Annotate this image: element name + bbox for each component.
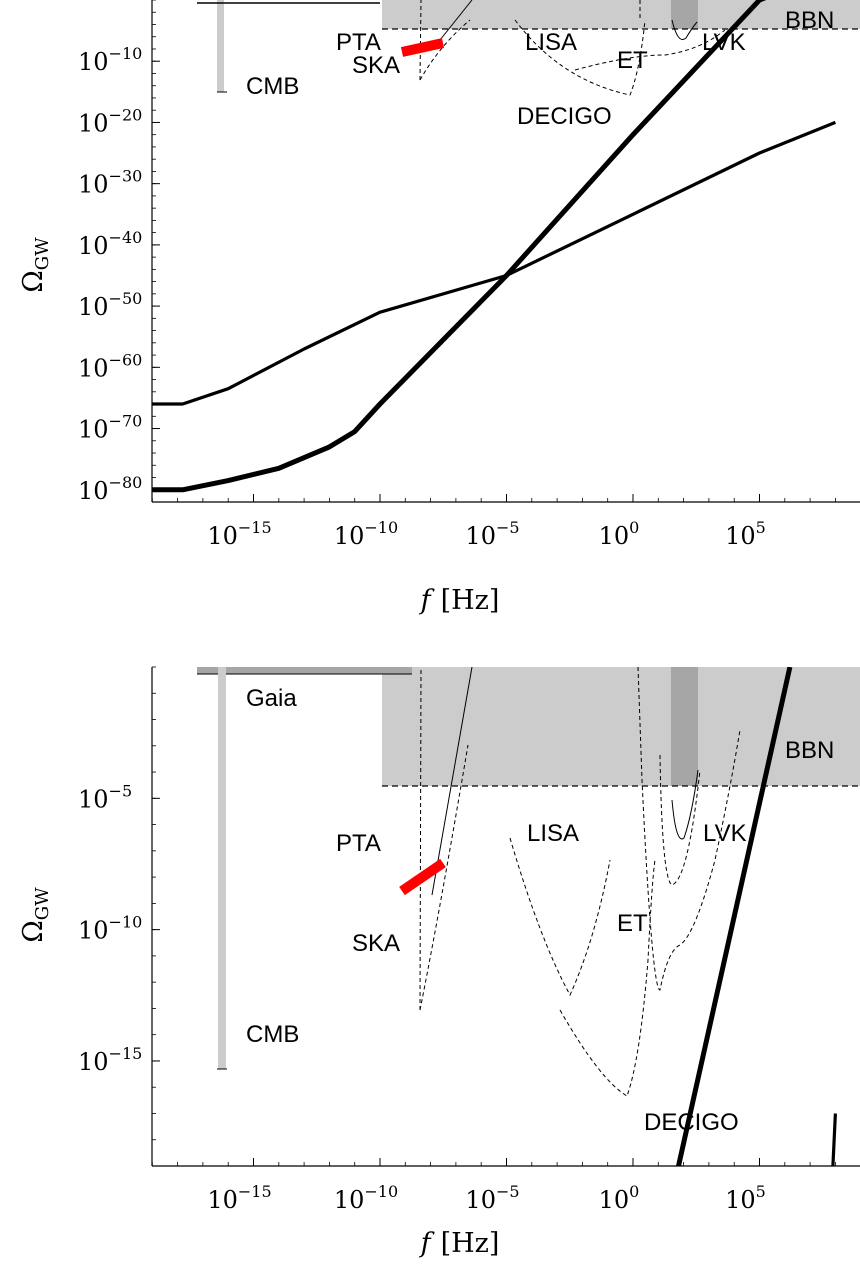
y-tick-label: 10−50 xyxy=(78,289,142,321)
nanograv-line xyxy=(431,667,473,896)
y-tick-label: 10−10 xyxy=(78,44,142,76)
top-x-axis-title: f [Hz] xyxy=(419,585,500,616)
label-lvk: LVK xyxy=(703,820,747,847)
x-tick-label: 10−5 xyxy=(465,518,519,550)
cmb-bar xyxy=(218,667,226,1069)
series-line-medium xyxy=(831,1113,837,1166)
x-tick-label: 105 xyxy=(725,518,766,550)
top-axes: 10−15 10−10 10−5 100 105 10−10 10−20 10−30 10−40… xyxy=(78,0,860,550)
y-tick-label: 10−40 xyxy=(78,228,142,260)
label-ska: SKA xyxy=(352,930,400,957)
label-lisa: LISA xyxy=(527,820,579,847)
label-gaia: Gaia xyxy=(246,685,297,712)
series-line-medium xyxy=(152,120,836,406)
x-tick-label: 10−15 xyxy=(207,1182,271,1214)
bbn-excluded-region xyxy=(382,0,860,29)
x-tick-label: 100 xyxy=(599,518,640,550)
lvk-dashed-curve xyxy=(659,754,701,886)
ska-curve xyxy=(419,744,469,1011)
et-curve xyxy=(637,667,741,991)
lvk-excluded-region xyxy=(671,0,698,29)
label-lvk: LVK xyxy=(702,29,746,56)
x-tick-label: 10−10 xyxy=(334,518,398,550)
bottom-y-axis-title: ΩGW xyxy=(18,887,53,943)
label-bbn: BBN xyxy=(785,7,834,34)
decigo-curve xyxy=(559,859,656,1097)
x-tick-label: 10−10 xyxy=(334,1182,398,1214)
y-tick-label: 10−15 xyxy=(78,1044,142,1076)
top-chart: 10−15 10−10 10−5 100 105 10−10 10−20 10−30 10−40… xyxy=(18,0,860,616)
lvk-curve xyxy=(671,769,699,840)
series-line-thick xyxy=(152,0,767,493)
bottom-axes: 10−15 10−10 10−5 100 105 10−5 10−10 10−15 xyxy=(78,666,860,1214)
label-cmb: CMB xyxy=(246,1021,299,1048)
pta-signal xyxy=(400,38,445,57)
label-ska: SKA xyxy=(352,52,400,79)
label-bbn: BBN xyxy=(785,737,834,764)
series-line-thick xyxy=(676,667,793,1166)
nanograv-line xyxy=(439,0,473,41)
lvk-excluded-region xyxy=(671,667,698,786)
cmb-bar xyxy=(217,0,224,92)
lvk-curve xyxy=(671,19,698,40)
x-tick-label: 10−15 xyxy=(207,518,271,550)
label-cmb: CMB xyxy=(246,73,299,100)
pta-curve xyxy=(419,0,422,81)
y-tick-label: 10−5 xyxy=(78,781,132,813)
x-tick-label: 10−5 xyxy=(465,1182,519,1214)
lisa-curve xyxy=(514,19,646,96)
top-plot-area xyxy=(152,0,860,493)
y-tick-label: 10−80 xyxy=(78,473,142,505)
et-curve xyxy=(574,29,726,71)
top-y-axis-title: ΩGW xyxy=(18,237,53,293)
x-tick-label: 100 xyxy=(599,1182,640,1214)
label-decigo: DECIGO xyxy=(644,1109,739,1136)
label-et: ET xyxy=(617,910,648,937)
label-pta: PTA xyxy=(336,29,381,56)
label-decigo: DECIGO xyxy=(517,103,612,130)
y-tick-label: 10−60 xyxy=(78,350,142,382)
gaia-excluded-region xyxy=(197,667,412,674)
pta-signal xyxy=(399,858,446,896)
top-series-group xyxy=(152,0,836,493)
bottom-x-axis-title: f [Hz] xyxy=(419,1228,500,1259)
label-pta: PTA xyxy=(336,830,381,857)
label-lisa: LISA xyxy=(525,29,577,56)
x-tick-label: 105 xyxy=(725,1182,766,1214)
y-tick-label: 10−30 xyxy=(78,167,142,199)
bottom-plot-area xyxy=(197,667,860,1166)
lisa-curve xyxy=(509,837,611,997)
y-tick-label: 10−10 xyxy=(78,913,142,945)
bottom-series-group xyxy=(676,667,837,1166)
pta-curve xyxy=(419,667,422,1011)
y-tick-label: 10−70 xyxy=(78,412,142,444)
y-tick-label: 10−20 xyxy=(78,105,142,137)
ska-curve xyxy=(419,19,471,81)
label-et: ET xyxy=(617,47,648,74)
